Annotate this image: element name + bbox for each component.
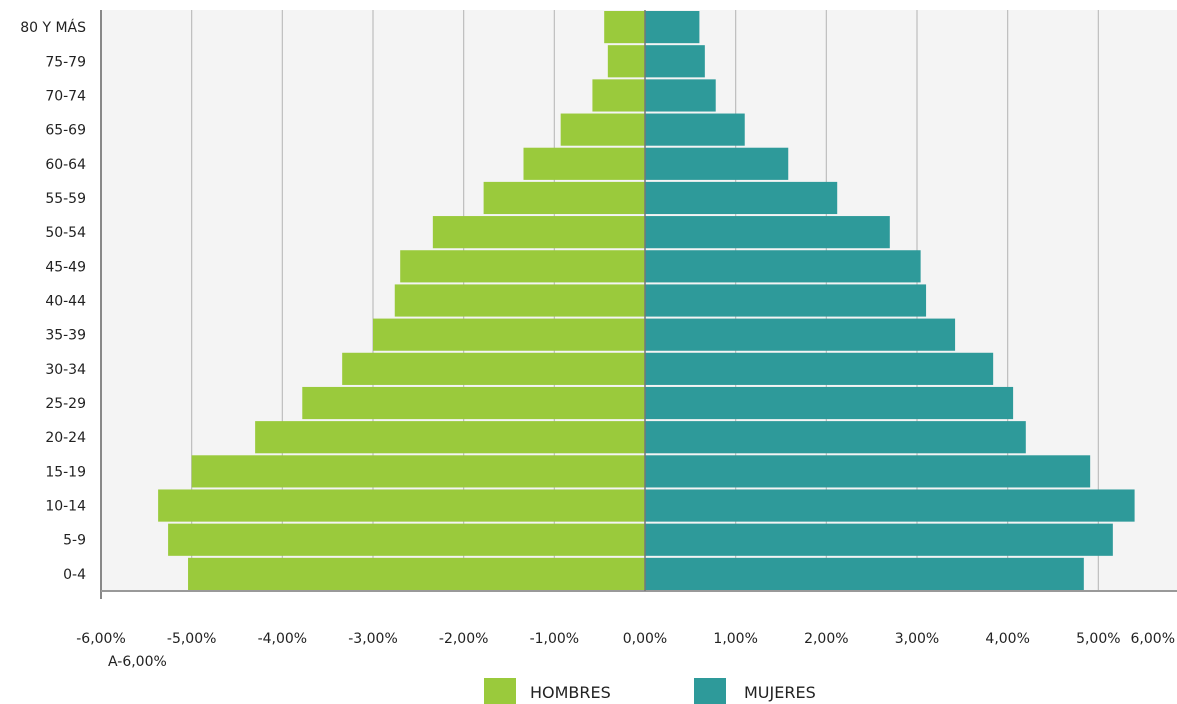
- category-label: 45-49: [45, 259, 86, 275]
- bar-mujeres-75-79: [645, 45, 705, 78]
- bar-hombres-40-44: [394, 284, 645, 317]
- x-tick-label: -1,00%: [530, 631, 580, 647]
- bars: [158, 11, 1135, 590]
- bar-hombres-10-14: [158, 489, 645, 522]
- category-label: 80 Y MÁS: [20, 19, 86, 36]
- bar-mujeres-20-24: [645, 421, 1026, 454]
- bar-mujeres-50-54: [645, 216, 890, 249]
- bar-hombres-80-y-más: [604, 11, 645, 44]
- bar-mujeres-35-39: [645, 318, 956, 351]
- x-tick-label: -4,00%: [258, 631, 308, 647]
- bar-mujeres-15-19: [645, 455, 1091, 488]
- bar-mujeres-0-4: [645, 557, 1084, 590]
- category-label: 75-79: [45, 54, 86, 70]
- bar-hombres-75-79: [607, 45, 645, 78]
- bar-mujeres-60-64: [645, 147, 789, 180]
- legend-label-mujeres: MUJERES: [744, 683, 816, 702]
- bar-mujeres-40-44: [645, 284, 927, 317]
- category-labels: 0-4 5-9 10-14 15-19 20-24 25-29 30-34 35-39 40-4…: [20, 19, 86, 583]
- bar-hombres-65-69: [560, 113, 645, 146]
- bar-hombres-55-59: [483, 181, 645, 215]
- bar-mujeres-65-69: [645, 113, 745, 146]
- bar-hombres-30-34: [342, 352, 645, 385]
- bar-hombres-70-74: [592, 79, 645, 112]
- bar-mujeres-45-49: [645, 250, 921, 283]
- axes: [100, 10, 1177, 599]
- x-tick-label: 4,00%: [985, 631, 1029, 647]
- bar-hombres-0-4: [188, 557, 646, 590]
- legend: HOMBRES MUJERES: [484, 678, 816, 704]
- x-tick-label: -2,00%: [439, 631, 489, 647]
- bar-mujeres-70-74: [645, 79, 716, 112]
- category-label: 20-24: [45, 430, 86, 446]
- bar-mujeres-30-34: [645, 352, 994, 385]
- category-label: 25-29: [45, 396, 86, 412]
- bar-hombres-20-24: [255, 421, 645, 454]
- legend-swatch-hombres: [484, 678, 516, 704]
- bar-mujeres-80-y-más: [645, 11, 700, 44]
- x-tick-label: 5,00%: [1076, 631, 1120, 647]
- category-label: 50-54: [45, 225, 86, 241]
- category-label: 40-44: [45, 294, 86, 310]
- x-tick-label: -3,00%: [348, 631, 398, 647]
- bar-hombres-25-29: [302, 386, 645, 420]
- category-label: 70-74: [45, 88, 86, 104]
- category-label: 10-14: [45, 499, 86, 515]
- category-label: 30-34: [45, 362, 86, 378]
- category-label: 0-4: [63, 567, 86, 583]
- x-tick-label: 0,00%: [623, 631, 667, 647]
- x-tick-label-extra: A-6,00%: [108, 654, 167, 670]
- bar-hombres-15-19: [191, 455, 645, 488]
- category-label: 60-64: [45, 157, 86, 173]
- category-label: 15-19: [45, 464, 86, 480]
- bar-hombres-60-64: [523, 147, 645, 180]
- bar-mujeres-5-9: [645, 523, 1113, 556]
- bar-hombres-5-9: [168, 523, 646, 556]
- x-tick-label: 6,00%: [1131, 631, 1175, 647]
- bar-mujeres-25-29: [645, 386, 1014, 420]
- bar-mujeres-55-59: [645, 181, 838, 215]
- x-tick-label: -6,00%: [76, 631, 126, 647]
- bar-hombres-35-39: [373, 318, 645, 351]
- category-label: 55-59: [45, 191, 86, 207]
- bar-hombres-50-54: [432, 216, 645, 249]
- x-tick-label: -5,00%: [167, 631, 217, 647]
- category-label: 65-69: [45, 123, 86, 139]
- category-label: 35-39: [45, 328, 86, 344]
- x-tick-label: 1,00%: [713, 631, 757, 647]
- legend-swatch-mujeres: [694, 678, 726, 704]
- x-tick-label: 2,00%: [804, 631, 848, 647]
- bar-hombres-45-49: [400, 250, 645, 283]
- x-tick-label: 3,00%: [895, 631, 939, 647]
- category-label: 5-9: [63, 533, 86, 549]
- bar-mujeres-10-14: [645, 489, 1135, 522]
- legend-label-hombres: HOMBRES: [530, 683, 611, 702]
- x-tick-labels: -6,00% -5,00% -4,00% -3,00% -2,00% -1,00% 0,00…: [76, 631, 1175, 647]
